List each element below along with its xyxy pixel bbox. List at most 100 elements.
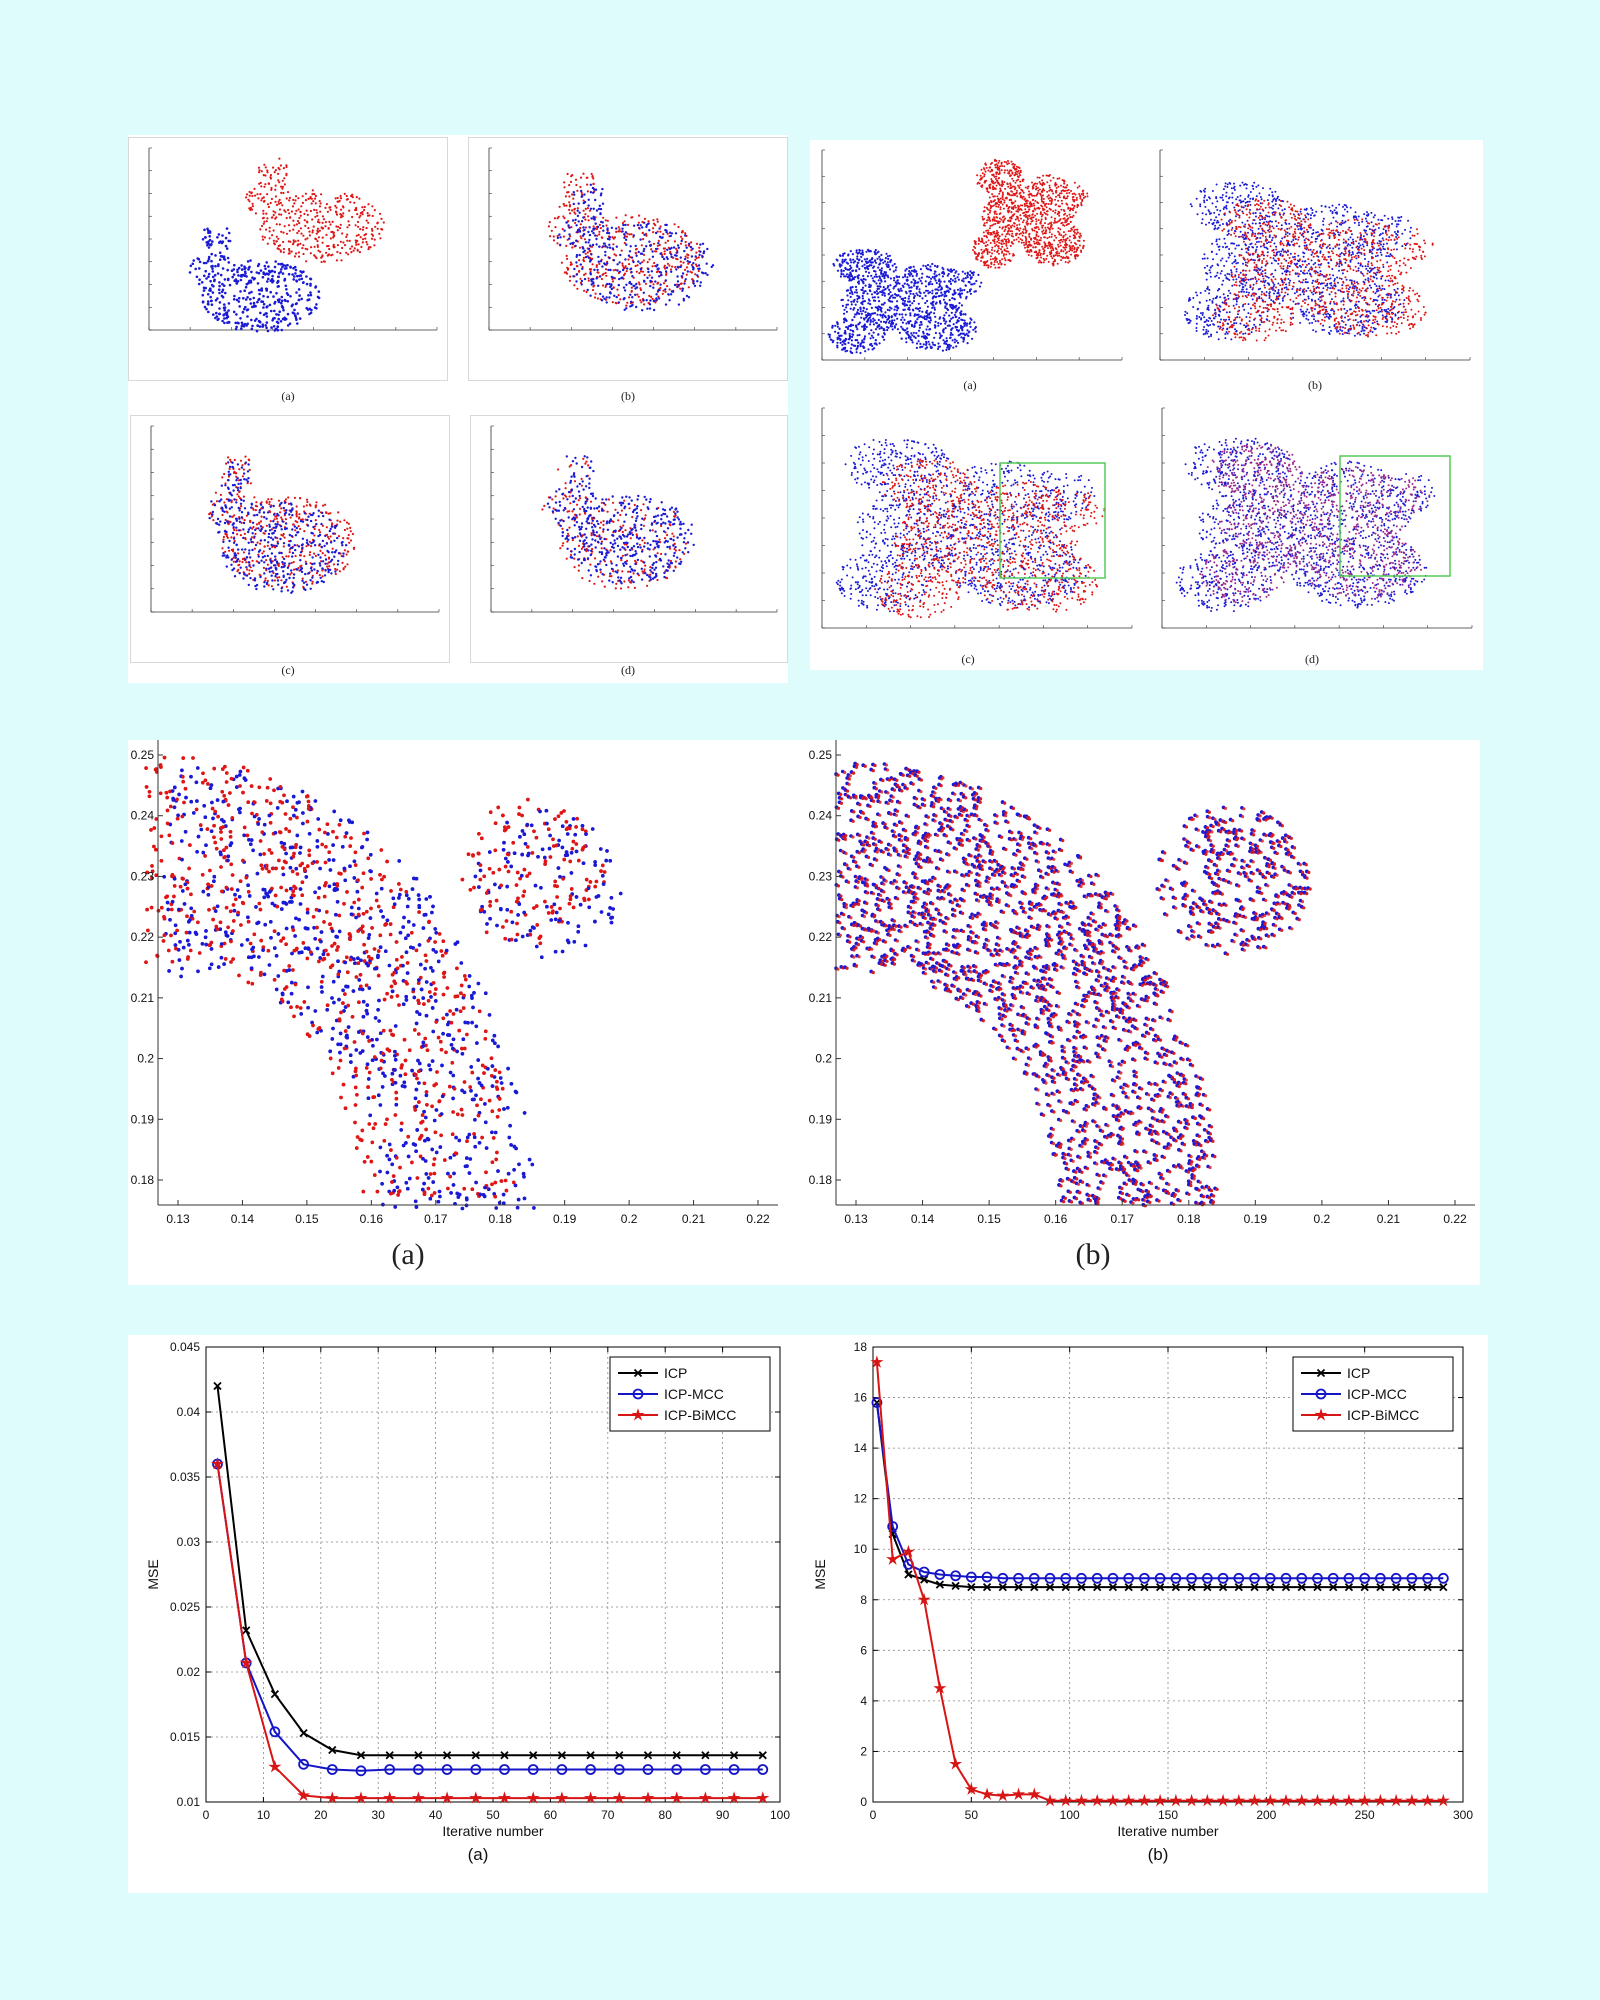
dragon-caption-a: (a) <box>940 378 1000 393</box>
bunny-caption-c: (c) <box>258 663 318 678</box>
data-point-icp <box>951 1581 960 1591</box>
data-point-icp-bimcc <box>1169 1793 1183 1807</box>
data-point-icp-bimcc <box>1310 1793 1324 1807</box>
y-tick-label: 0.035 <box>170 1470 200 1484</box>
mse-chart-a: 0 10 20 30 40 50 60 70 80 90 100 0.01 0.015 0.02 0.025… <box>145 1340 790 1839</box>
data-point-icp-bimcc <box>296 1788 311 1801</box>
x-tick-label: 0.22 <box>1443 1212 1467 1226</box>
zoom-caption-a: (a) <box>368 1238 448 1272</box>
data-point-icp <box>1329 1583 1338 1592</box>
data-point-icp <box>213 1381 222 1391</box>
point-cloud <box>148 147 438 333</box>
data-point-icp-bimcc <box>1295 1793 1309 1807</box>
x-tick-label: 30 <box>372 1808 386 1822</box>
y-tick-label: 18 <box>854 1340 868 1354</box>
y-tick-label: 0.23 <box>809 869 833 883</box>
data-point-icp <box>967 1583 976 1592</box>
x-tick-label: 0.13 <box>166 1212 190 1226</box>
x-tick-label: 90 <box>716 1808 730 1822</box>
data-point-icp-bimcc <box>964 1782 978 1795</box>
series-line-icp-bimcc <box>216 1463 763 1800</box>
x-tick-label: 200 <box>1256 1808 1276 1822</box>
x-tick-label: 0.18 <box>489 1212 513 1226</box>
data-point-icp-bimcc <box>1122 1793 1136 1807</box>
point-cloud <box>488 147 778 331</box>
y-tick-label: 0.015 <box>170 1730 200 1744</box>
series-line-icp-mcc <box>216 1463 763 1772</box>
data-point-icp-mcc <box>671 1764 683 1775</box>
data-point-icp <box>729 1751 739 1760</box>
plot-frame <box>872 1346 1464 1803</box>
data-point-icp-mcc <box>918 1566 930 1578</box>
data-point-icp-mcc <box>981 1571 993 1583</box>
x-tick-label: 60 <box>544 1808 558 1822</box>
data-point-icp <box>982 1583 992 1592</box>
data-point-icp-mcc <box>1201 1572 1213 1584</box>
data-point-icp-mcc <box>1327 1572 1339 1584</box>
data-point-icp-bimcc <box>1059 1793 1073 1807</box>
y-tick-label: 0.21 <box>131 991 155 1005</box>
data-point-icp-mcc <box>1249 1572 1260 1584</box>
data-point-icp-bimcc <box>1137 1793 1151 1807</box>
point-cloud <box>1161 407 1473 629</box>
legend-label: ICP-MCC <box>1347 1386 1407 1402</box>
x-tick-label: 70 <box>601 1808 615 1822</box>
x-axis-label: Iterative number <box>1117 1823 1218 1839</box>
data-point-icp-mcc <box>1296 1572 1308 1584</box>
data-point-icp-mcc <box>887 1521 899 1532</box>
data-point-icp-bimcc <box>411 1791 425 1804</box>
y-tick-label: 0.23 <box>131 869 155 883</box>
data-point-icp <box>1030 1583 1039 1592</box>
data-point-icp-mcc <box>1013 1572 1024 1584</box>
data-point-icp-bimcc <box>933 1681 947 1694</box>
data-point-icp-mcc <box>950 1570 962 1582</box>
point-cloud <box>821 149 1123 361</box>
data-point-icp-mcc <box>269 1726 281 1738</box>
data-point-icp-bimcc <box>886 1552 900 1565</box>
y-tick-label: 0.22 <box>131 930 155 944</box>
data-point-icp <box>1407 1583 1417 1592</box>
data-point-icp <box>1108 1583 1118 1592</box>
data-point-icp-mcc <box>499 1764 510 1775</box>
data-point-icp <box>615 1751 624 1760</box>
x-tick-label: 100 <box>770 1808 790 1822</box>
data-point-icp-mcc <box>355 1765 367 1777</box>
point-cloud <box>821 407 1133 629</box>
data-point-icp <box>643 1751 653 1760</box>
data-point-icp-bimcc <box>901 1544 915 1558</box>
dragon-figure-panel: (a) (b) (c) (d) <box>810 140 1483 670</box>
x-tick-label: 20 <box>314 1808 328 1822</box>
data-point-icp <box>1297 1583 1306 1592</box>
dragon-caption-c: (c) <box>938 652 998 667</box>
data-point-icp-bimcc <box>1389 1793 1403 1807</box>
data-point-icp-mcc <box>527 1764 539 1775</box>
x-tick-label: 0.15 <box>295 1212 319 1226</box>
data-point-icp-mcc <box>1091 1572 1103 1584</box>
y-tick-label: 0.24 <box>809 809 833 823</box>
x-tick-label: 0.18 <box>1177 1212 1201 1226</box>
data-point-icp-bimcc <box>1373 1793 1387 1807</box>
data-point-icp-bimcc <box>497 1791 512 1804</box>
x-tick-label: 80 <box>659 1808 673 1822</box>
point-cloud <box>1159 149 1471 361</box>
data-point-icp <box>1218 1583 1228 1592</box>
data-point-icp <box>1250 1583 1259 1592</box>
data-point-icp-mcc <box>1028 1572 1040 1584</box>
data-point-icp-bimcc <box>756 1791 770 1804</box>
data-point-icp-mcc <box>757 1764 769 1775</box>
data-point-icp-bimcc <box>1436 1793 1450 1807</box>
y-tick-label: 0.21 <box>809 991 833 1005</box>
highlight-box <box>999 462 1106 579</box>
data-point-icp-mcc <box>384 1764 396 1775</box>
data-point-icp-bimcc <box>1263 1793 1277 1807</box>
y-tick-label: 0.25 <box>809 748 833 762</box>
data-point-icp-bimcc <box>1090 1793 1104 1807</box>
data-point-icp-mcc <box>1217 1572 1229 1584</box>
data-point-icp <box>1376 1583 1385 1592</box>
data-point-icp <box>919 1575 929 1584</box>
y-tick-label: 0.2 <box>815 1052 832 1066</box>
data-point-icp-mcc <box>412 1764 424 1775</box>
bunny-subfigure-c <box>130 415 450 663</box>
bunny-plot-c <box>150 425 440 613</box>
dragon-plot-b <box>1159 149 1471 361</box>
